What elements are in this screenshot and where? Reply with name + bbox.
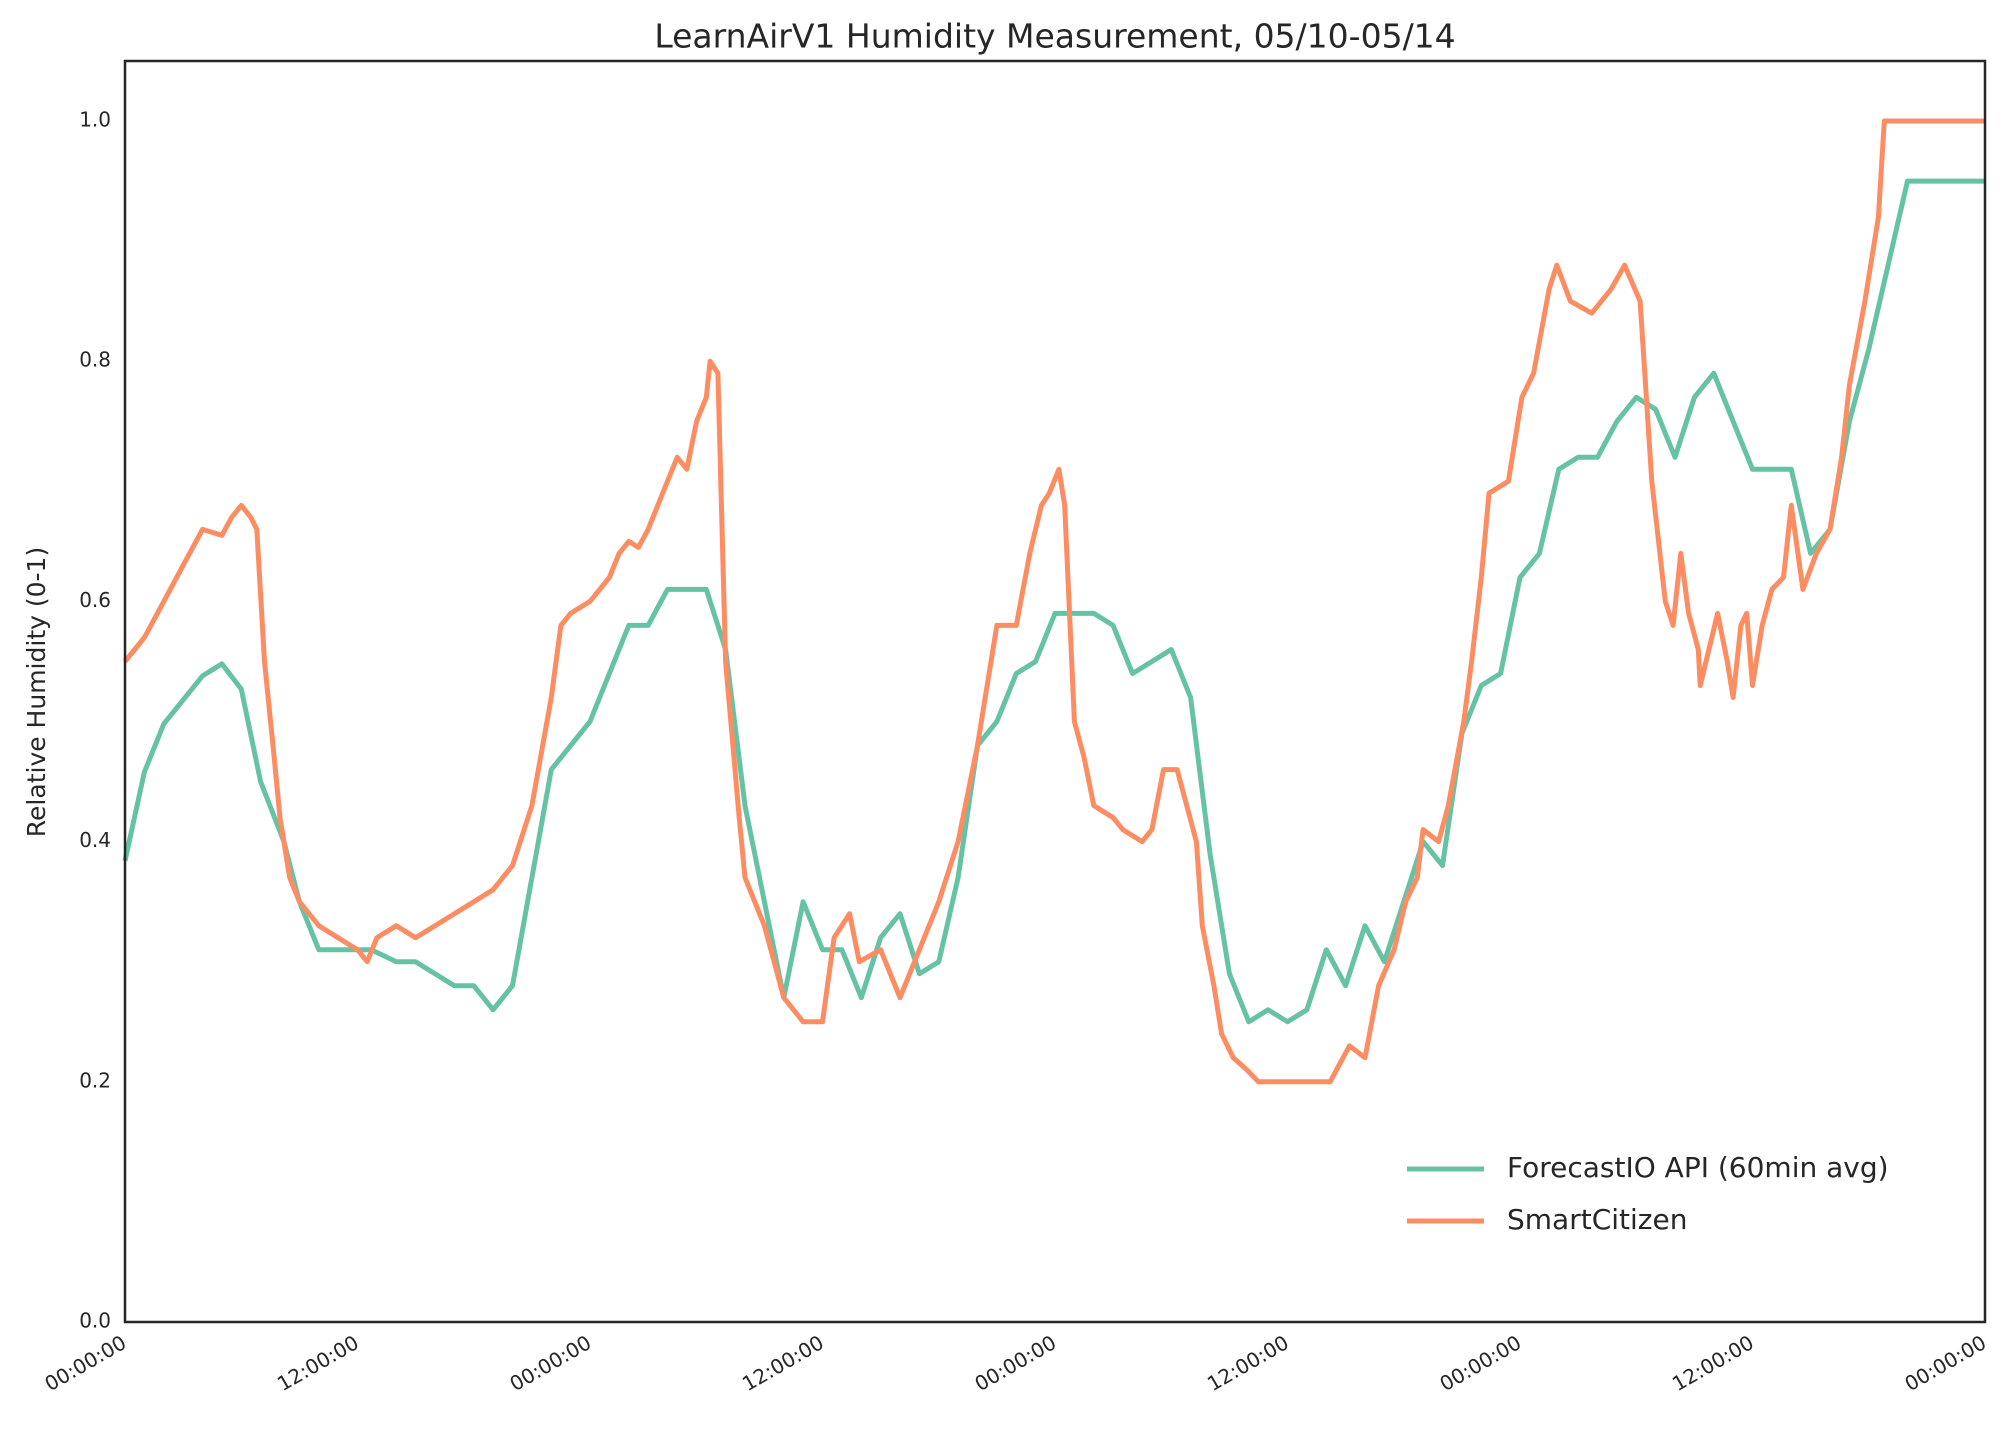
y-tick-label: 0.0 xyxy=(79,1309,111,1333)
x-tick-label: 00:00:00 xyxy=(1900,1330,1990,1396)
series-line xyxy=(123,118,1985,1085)
x-tick-label: 12:00:00 xyxy=(1203,1330,1293,1396)
chart-title: LearnAirV1 Humidity Measurement, 05/10-0… xyxy=(654,17,1455,56)
x-tick-label: 00:00:00 xyxy=(505,1330,595,1396)
legend-label: SmartCitizen xyxy=(1507,1203,1687,1236)
y-tick-label: 0.4 xyxy=(79,828,111,852)
y-tick-label: 0.6 xyxy=(79,588,111,612)
y-tick-label: 0.2 xyxy=(79,1068,111,1092)
plot-frame xyxy=(123,59,1987,1324)
x-tick-label: 00:00:00 xyxy=(1435,1330,1525,1396)
x-tick-label: 00:00:00 xyxy=(970,1330,1060,1396)
x-tick-label: 00:00:00 xyxy=(40,1330,130,1396)
x-tick-label: 12:00:00 xyxy=(738,1330,828,1396)
x-tick-label: 12:00:00 xyxy=(273,1330,363,1396)
y-tick-label: 0.8 xyxy=(79,348,111,372)
x-tick-label: 12:00:00 xyxy=(1668,1330,1758,1396)
legend-label: ForecastIO API (60min avg) xyxy=(1507,1151,1889,1184)
y-tick-label: 1.0 xyxy=(79,108,111,132)
y-axis-label: Relative Humidity (0-1) xyxy=(22,547,51,837)
series-line xyxy=(122,178,1985,1025)
